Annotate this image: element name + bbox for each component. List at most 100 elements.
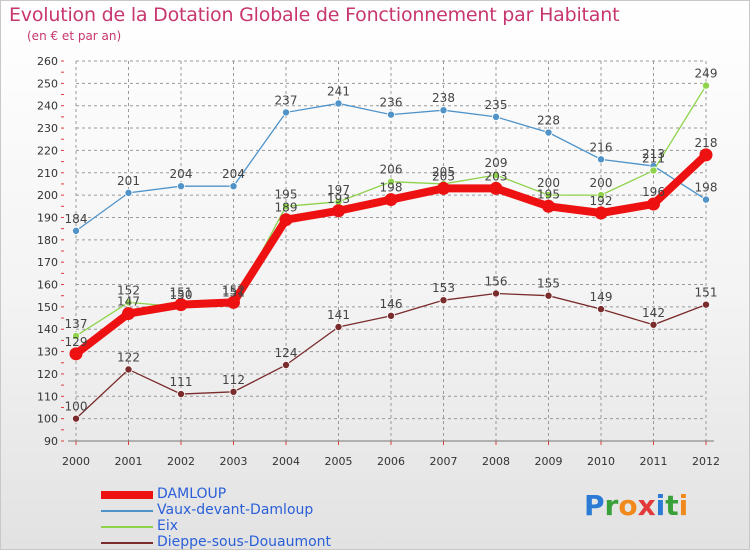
data-label-dieppe-sous-douaumont: 153 [432, 281, 455, 295]
data-label-vaux-devant-damloup: 235 [485, 98, 508, 112]
data-label-dieppe-sous-douaumont: 112 [222, 373, 245, 387]
data-point-vaux-devant-damloup [72, 226, 81, 235]
y-tick-label: 90 [44, 435, 58, 448]
data-label-damloup: 152 [222, 283, 245, 297]
data-point-damloup [647, 197, 660, 211]
data-label-eix: 195 [275, 187, 298, 201]
data-point-damloup [227, 295, 240, 309]
logo-letter: P [584, 489, 605, 522]
y-tick-label: 100 [37, 413, 58, 426]
data-label-vaux-devant-damloup: 184 [65, 212, 88, 226]
data-label-vaux-devant-damloup: 216 [590, 140, 613, 154]
x-tick-label: 2008 [482, 455, 510, 468]
legend-swatch [101, 491, 153, 499]
logo-letter: i [678, 489, 689, 522]
data-label-damloup: 189 [275, 201, 298, 215]
data-point-damloup [542, 199, 555, 213]
y-tick-label: 150 [37, 301, 58, 314]
legend-label: Eix [157, 518, 179, 534]
data-point-eix [544, 191, 553, 200]
data-point-dieppe-sous-douaumont [439, 296, 448, 305]
data-label-damloup: 195 [537, 187, 560, 201]
data-point-dieppe-sous-douaumont [649, 320, 658, 329]
data-label-damloup: 151 [170, 286, 193, 300]
x-tick-label: 2007 [430, 455, 458, 468]
legend-label: Dieppe-sous-Douaumont [157, 534, 332, 550]
x-tick-label: 2012 [692, 455, 720, 468]
data-point-dieppe-sous-douaumont [176, 390, 185, 399]
data-label-damloup: 193 [327, 192, 350, 206]
x-tick-label: 2003 [220, 455, 248, 468]
data-label-eix: 209 [485, 156, 508, 170]
data-point-damloup [489, 181, 503, 195]
data-point-eix [72, 331, 81, 340]
chart-subtitle: (en € et par an) [27, 29, 122, 43]
data-label-damloup: 218 [695, 136, 718, 150]
data-label-vaux-devant-damloup: 238 [432, 91, 455, 105]
data-point-eix [281, 202, 290, 211]
data-label-vaux-devant-damloup: 213 [642, 147, 665, 161]
data-label-vaux-devant-damloup: 204 [170, 167, 193, 181]
data-label-damloup: 129 [65, 335, 88, 349]
data-point-eix [386, 177, 395, 186]
data-label-damloup: 147 [117, 295, 140, 309]
data-label-dieppe-sous-douaumont: 100 [65, 400, 88, 414]
y-tick-label: 120 [37, 368, 58, 381]
data-label-eix: 206 [380, 163, 403, 177]
data-point-dieppe-sous-douaumont [544, 291, 553, 300]
y-tick-label: 140 [37, 323, 58, 336]
data-label-dieppe-sous-douaumont: 155 [537, 277, 560, 291]
data-label-eix: 197 [327, 183, 350, 197]
legend-swatch [101, 542, 153, 544]
data-label-vaux-devant-damloup: 198 [695, 181, 718, 195]
y-tick-label: 230 [37, 122, 58, 135]
data-point-damloup [437, 181, 450, 195]
y-tick-label: 240 [37, 100, 58, 113]
data-label-eix: 151 [222, 286, 245, 300]
data-label-damloup: 198 [380, 181, 403, 195]
logo-letter: x [637, 489, 656, 522]
legend-swatch [101, 526, 153, 528]
data-label-eix: 200 [590, 176, 613, 190]
x-tick-label: 2001 [115, 455, 143, 468]
data-point-vaux-devant-damloup [491, 112, 500, 121]
x-tick-label: 2004 [272, 455, 300, 468]
data-point-vaux-devant-damloup [386, 110, 395, 119]
proxiti-logo: Proxiti [584, 489, 688, 522]
data-label-vaux-devant-damloup: 236 [380, 96, 403, 110]
x-tick-label: 2002 [167, 455, 195, 468]
data-point-dieppe-sous-douaumont [597, 305, 606, 314]
data-point-damloup [594, 206, 608, 220]
y-tick-label: 260 [37, 55, 58, 68]
data-point-damloup [122, 307, 135, 321]
data-label-eix: 205 [432, 165, 455, 179]
logo-letter: o [618, 489, 638, 522]
data-label-damloup: 196 [642, 185, 665, 199]
data-point-damloup [69, 347, 83, 361]
data-point-vaux-devant-damloup [229, 182, 238, 191]
data-label-vaux-devant-damloup: 204 [222, 167, 245, 181]
data-label-vaux-devant-damloup: 237 [275, 93, 298, 107]
data-point-vaux-devant-damloup [439, 106, 448, 115]
data-point-eix [491, 170, 500, 179]
y-tick-label: 110 [37, 390, 58, 403]
data-point-dieppe-sous-douaumont [72, 414, 81, 423]
data-label-damloup: 192 [590, 194, 613, 208]
data-point-vaux-devant-damloup [597, 155, 606, 164]
data-point-vaux-devant-damloup [176, 182, 185, 191]
data-point-vaux-devant-damloup [124, 188, 133, 197]
legend-swatch [101, 510, 153, 512]
data-label-eix: 211 [642, 152, 665, 166]
data-point-dieppe-sous-douaumont [491, 289, 500, 298]
x-tick-label: 2005 [325, 455, 353, 468]
data-point-damloup [279, 213, 293, 227]
data-label-damloup: 203 [485, 169, 508, 183]
y-tick-label: 180 [37, 234, 58, 247]
data-label-dieppe-sous-douaumont: 142 [642, 306, 665, 320]
data-point-damloup [384, 193, 398, 207]
data-label-eix: 150 [170, 288, 193, 302]
data-label-eix: 249 [695, 67, 718, 81]
data-point-eix [702, 81, 711, 90]
data-point-eix [649, 166, 658, 175]
